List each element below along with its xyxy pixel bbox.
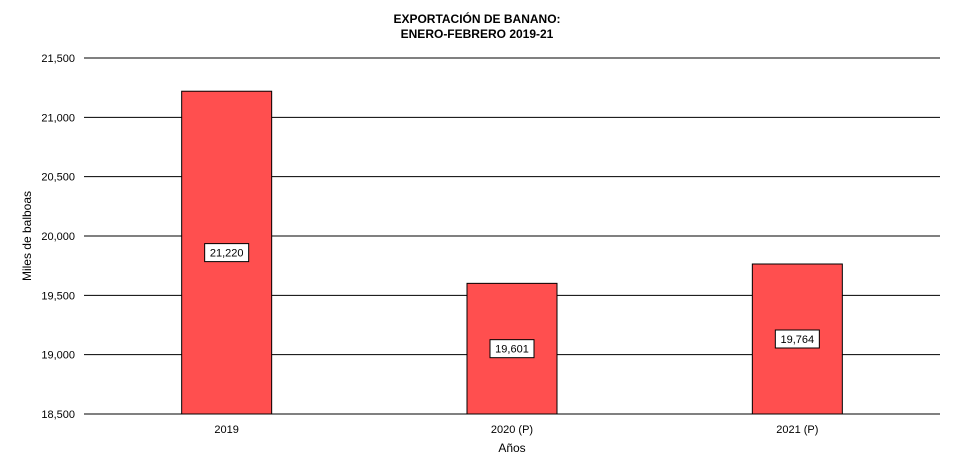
y-tick-label: 20,500 <box>41 172 75 184</box>
data-label-text: 19,601 <box>495 344 529 356</box>
data-label-2: 19,764 <box>774 329 820 349</box>
data-label-box <box>489 339 535 359</box>
x-axis-ticks: 2019 2020 (P) 2021 (P) <box>214 424 818 436</box>
chart-subtitle: ENERO-FEBRERO 2019-21 <box>401 27 554 41</box>
x-tick-label: 2019 <box>214 424 238 436</box>
data-label-1: 19,601 <box>489 339 535 359</box>
x-axis-label: Años <box>498 441 525 455</box>
data-label-0: 21,220 <box>204 243 250 263</box>
y-tick-label: 19,500 <box>41 290 75 302</box>
x-tick-label: 2020 (P) <box>491 424 533 436</box>
data-labels: 21,220 19,601 19,764 <box>204 243 820 359</box>
data-label-text: 21,220 <box>210 248 244 260</box>
x-tick-label: 2021 (P) <box>776 424 818 436</box>
y-axis-label: Miles de balboas <box>20 191 34 281</box>
chart-title: EXPORTACIÓN DE BANANO: <box>393 11 560 26</box>
data-label-box <box>204 243 250 263</box>
y-axis-ticks: 18,500 19,000 19,500 20,000 20,500 21,000 21,5… <box>41 53 75 421</box>
y-tick-label: 21,500 <box>41 53 75 65</box>
y-tick-label: 20,000 <box>41 231 75 243</box>
data-label-text: 19,764 <box>781 334 815 346</box>
data-label-box <box>774 329 820 349</box>
y-tick-label: 21,000 <box>41 112 75 124</box>
y-tick-label: 19,000 <box>41 350 75 362</box>
y-tick-label: 18,500 <box>41 409 75 421</box>
bars <box>181 90 843 415</box>
